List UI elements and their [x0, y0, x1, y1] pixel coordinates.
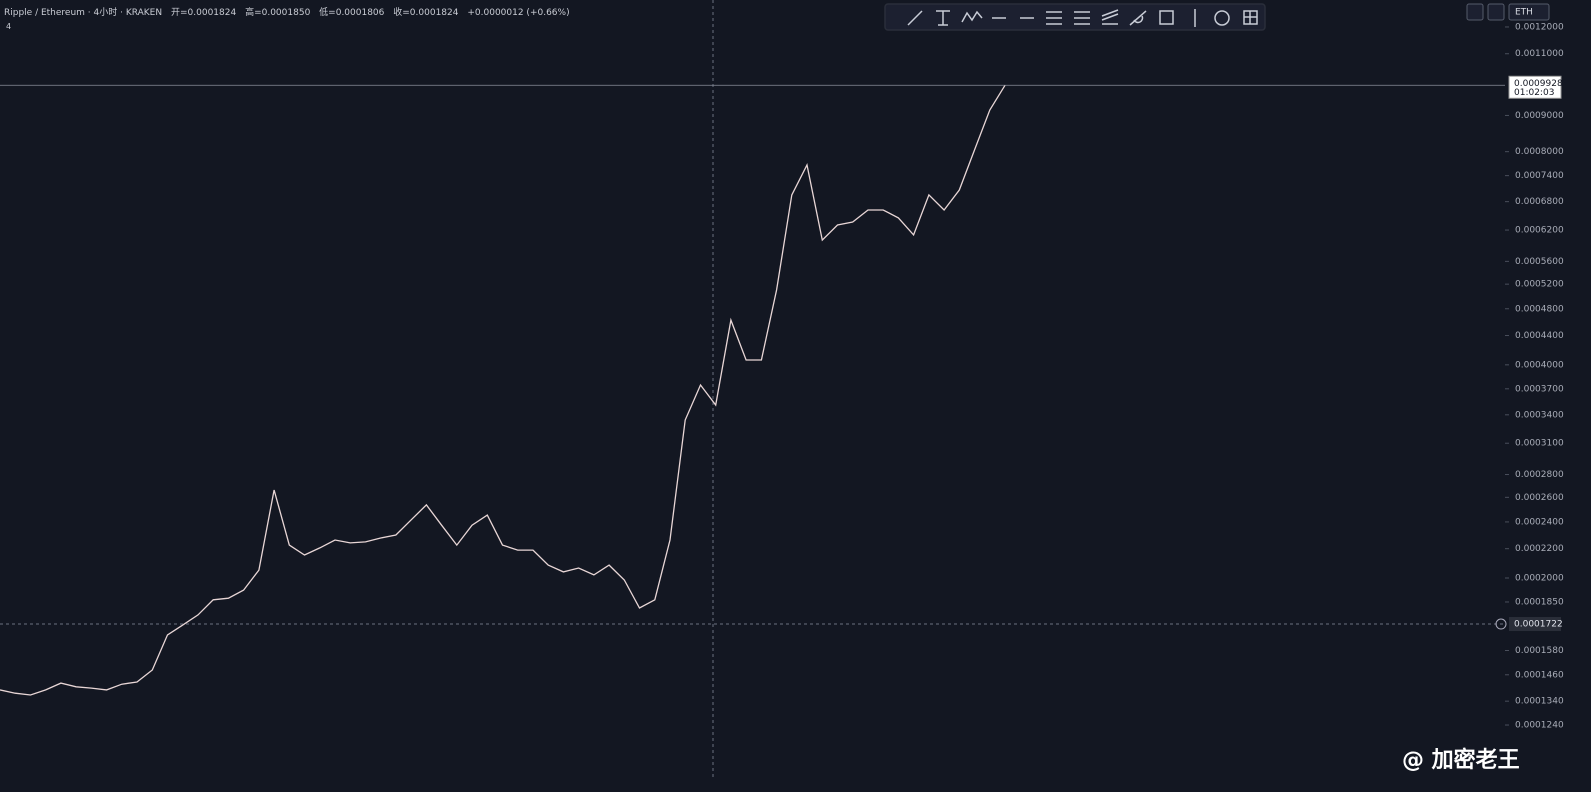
y-tick-label: 0.0011000 [1515, 49, 1564, 59]
high: 高=0.0001850 [245, 8, 311, 18]
tool-pitchfork[interactable] [1129, 10, 1147, 26]
y-tick-label: 0.0006800 [1515, 197, 1564, 207]
y-tick-label: 0.0008000 [1515, 147, 1564, 157]
tool-fib-ext[interactable] [1074, 11, 1090, 25]
price-line [0, 84, 1006, 696]
y-tick-label: 0.0003100 [1515, 439, 1564, 449]
last-price-label: 0.0009928 [1514, 79, 1563, 89]
tool-rect[interactable] [1159, 10, 1174, 25]
tool-trendline[interactable] [907, 10, 923, 26]
y-tick-label: 0.0004400 [1515, 331, 1564, 341]
tool-fib[interactable] [1046, 11, 1062, 25]
y-tick-label: 0.0005600 [1515, 257, 1564, 267]
refresh-button[interactable] [1487, 3, 1505, 21]
last-price-box [1508, 75, 1562, 99]
y-tick-label: 0.0001460 [1515, 670, 1564, 680]
symbol: Ripple / Ethereum · 4小时 · KRAKEN [4, 8, 163, 18]
y-tick-label: 0.0002600 [1515, 493, 1564, 503]
y-tick-label: 0.0012000 [1515, 22, 1564, 32]
low: 低=0.0001806 [319, 8, 385, 18]
toolbar-bg [884, 3, 1266, 31]
badge: 4 [6, 22, 12, 31]
currency-button[interactable] [1508, 3, 1550, 21]
tool-fan[interactable] [1101, 9, 1119, 25]
y-tick-label: 0.0001340 [1515, 697, 1564, 707]
y-tick-label: 0.0004800 [1515, 304, 1564, 314]
y-tick-label: 0.0002800 [1515, 470, 1564, 480]
y-tick-label: 0.0001580 [1515, 646, 1564, 656]
top-right-buttons [1466, 3, 1550, 21]
y-tick-label: 0.0006200 [1515, 226, 1564, 236]
crosshair-label: 0.0001722 [1514, 620, 1563, 630]
currency-label: ETH [1515, 8, 1533, 18]
close: 收=0.0001824 [393, 8, 459, 18]
change: +0.0000012 (+0.66%) [467, 8, 570, 18]
crosshair-box [1509, 617, 1561, 632]
crosshair-plus [1495, 618, 1507, 630]
y-tick-label: 0.0002400 [1515, 517, 1564, 527]
y-tick-label: 0.0002200 [1515, 544, 1564, 554]
tool-circle[interactable] [1214, 10, 1230, 26]
download-button[interactable] [1466, 3, 1484, 21]
header: Ripple / Ethereum · 4小时 · KRAKEN 开=0.000… [4, 5, 576, 18]
y-tick-label: 0.0007400 [1515, 171, 1564, 181]
y-tick-label: 0.0009000 [1515, 111, 1564, 121]
toolbar [884, 3, 1266, 31]
watermark: @ 加密老王 [1402, 748, 1520, 773]
y-tick-label: 0.0002000 [1515, 574, 1564, 584]
y-tick-label: 0.0001240 [1515, 721, 1564, 731]
y-tick-label: 0.0005200 [1515, 280, 1564, 290]
tool-path[interactable] [961, 10, 983, 23]
open: 开=0.0001824 [170, 8, 237, 18]
y-tick-label: 0.0003400 [1515, 410, 1564, 420]
y-tick-label: 0.0001850 [1515, 597, 1564, 607]
y-tick-label: 0.0004000 [1515, 360, 1564, 370]
tool-text[interactable] [936, 10, 950, 26]
countdown-label: 01:02:03 [1514, 88, 1554, 98]
y-tick-label: 0.0003700 [1515, 384, 1564, 394]
